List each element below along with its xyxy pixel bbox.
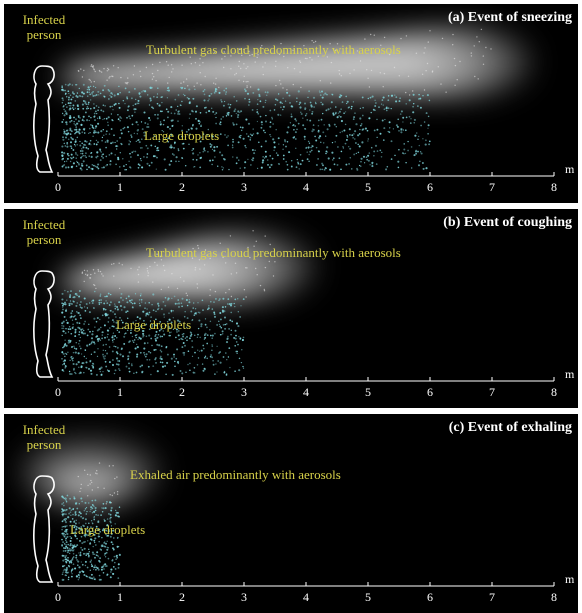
large-droplets [61,289,245,376]
axis-tick-1: 1 [117,385,123,399]
axis-tick-3: 3 [241,385,247,399]
panel-graphic-sneezing [33,26,555,177]
axis-tick-2: 2 [179,590,185,604]
axis-tick-2: 2 [179,180,185,194]
axis-tick-8: 8 [551,385,557,399]
panel-title: (b) Event of coughing [443,215,572,230]
axis-tick-4: 4 [303,180,309,194]
infected-person-label: Infected person [22,12,66,42]
aerosol-cloud [58,26,532,98]
droplets-label: Large droplets [116,317,192,332]
axis-tick-8: 8 [551,180,557,194]
axis-tick-7: 7 [489,180,495,194]
axis-tick-5: 5 [365,180,371,194]
panel-title: (a) Event of sneezing [447,10,572,25]
axis-tick-1: 1 [117,180,123,194]
axis-tick-3: 3 [241,590,247,604]
axis-tick-8: 8 [551,590,557,604]
infected-person-label: Infected person [22,217,66,247]
panel-sneezing: (a) Event of sneezing Infected person Tu… [4,4,578,203]
axis-tick-3: 3 [241,180,247,194]
aerosol-particles [81,230,276,298]
axis-tick-6: 6 [427,590,433,604]
axis-unit: m [565,572,575,586]
person-outline-icon [33,270,55,378]
axis-tick-6: 6 [427,180,433,194]
axis-tick-1: 1 [117,590,123,604]
droplets-label: Large droplets [144,128,220,143]
axis-tick-4: 4 [303,590,309,604]
droplets-label: Large droplets [70,522,146,537]
axis-tick-0: 0 [55,180,61,194]
axis-unit: m [565,367,575,381]
aerosol-cloud [20,436,160,508]
aerosol-cloud [58,231,315,303]
large-droplets [61,83,431,171]
axis-tick-5: 5 [365,590,371,604]
axis-tick-6: 6 [427,385,433,399]
panel-coughing: (b) Event of coughing Infected person Tu… [4,209,578,408]
axis-tick-0: 0 [55,590,61,604]
axis-tick-0: 0 [55,385,61,399]
aerosol-particles [77,462,119,505]
panel-title: (c) Event of exhaling [448,420,572,435]
person-outline-icon [33,475,55,583]
cloud-label: Exhaled air predominantly with aerosols [130,467,341,482]
panel-graphic-coughing [33,230,555,382]
axis-tick-2: 2 [179,385,185,399]
cloud-label: Turbulent gas cloud predominantly with a… [146,42,401,57]
infected-person-label: Infected person [22,422,66,452]
aerosol-particles [77,28,492,96]
axis-tick-7: 7 [489,385,495,399]
axis-unit: m [565,162,575,176]
axis-tick-5: 5 [365,385,371,399]
large-droplets [61,494,121,581]
person-outline-icon [33,65,55,173]
axis-tick-7: 7 [489,590,495,604]
axis-tick-4: 4 [303,385,309,399]
cloud-label: Turbulent gas cloud predominantly with a… [146,245,401,260]
panel-exhaling: (c) Event of exhaling Infected person Ex… [4,414,578,613]
panel-graphic-exhaling [20,436,555,587]
